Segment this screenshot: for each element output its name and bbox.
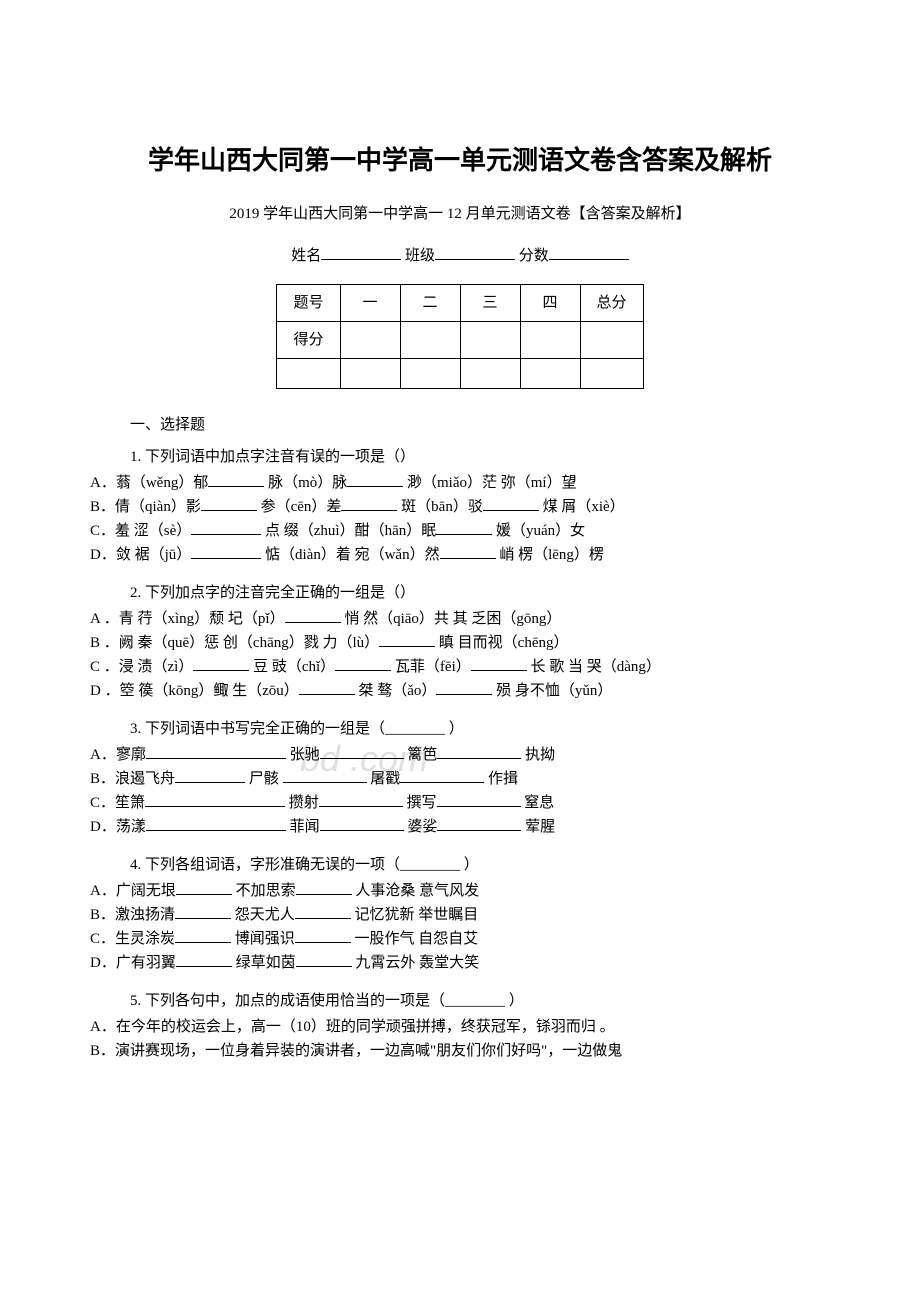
option-B: B．浪遏飞舟 尸骸 屠戳 作揖 <box>90 767 830 791</box>
subtitle: 2019 学年山西大同第一中学高一 12 月单元测语文卷【含答案及解析】 <box>90 202 830 226</box>
blank-line <box>191 521 261 535</box>
option-D: D．广有羽翼 绿草如茵 九霄云外 轰堂大笑 <box>90 951 830 975</box>
question-5: 5. 下列各句中，加点的成语使用恰当的一项是（________ ）A．在今年的校… <box>90 989 830 1063</box>
table-row: 得分 <box>277 321 643 358</box>
blank-line <box>440 545 496 559</box>
table-row: 题号 一 二 三 四 总分 <box>277 284 643 321</box>
option-A: A．寥廓 张驰 篱笆 执拗 <box>90 743 830 767</box>
blank-line <box>283 769 367 783</box>
blank-line <box>347 473 403 487</box>
table-row <box>277 358 643 388</box>
page-title: 学年山西大同第一中学高一单元测语文卷含答案及解析 <box>90 140 830 182</box>
blank-line <box>295 929 351 943</box>
blank-line <box>201 497 257 511</box>
blank-line <box>285 609 341 623</box>
cell-empty <box>460 358 520 388</box>
blank-line <box>146 817 286 831</box>
cell-empty <box>340 321 400 358</box>
name-label: 姓名 <box>291 248 321 264</box>
blank-line <box>341 497 397 511</box>
th-0: 题号 <box>277 284 340 321</box>
th-4: 四 <box>520 284 580 321</box>
question-3: 3. 下列词语中书写完全正确的一组是（________ ）A．寥廓 张驰 篱笆 … <box>90 717 830 839</box>
blank-line <box>335 657 391 671</box>
blank-line <box>175 769 245 783</box>
blank-line <box>299 681 355 695</box>
option-B: B．演讲赛现场，一位身着异装的演讲者，一边高喊"朋友们你们好吗"，一边做鬼 <box>90 1039 830 1063</box>
score-label: 分数 <box>519 248 549 264</box>
blank-line <box>320 745 404 759</box>
cell-empty <box>400 358 460 388</box>
cell-empty <box>460 321 520 358</box>
blank-line <box>400 769 484 783</box>
cell-empty <box>520 321 580 358</box>
blank-line <box>146 745 286 759</box>
blank-line <box>295 905 351 919</box>
cell-empty <box>400 321 460 358</box>
blank-line <box>208 473 264 487</box>
option-D: D ．箜 篌（kōng）鲰 生（zōu） 桀 骜（ǎo） 殒 身不恤（yǔn） <box>90 679 830 703</box>
section-title: 一、选择题 <box>130 413 830 437</box>
score-table: 题号 一 二 三 四 总分 得分 <box>276 284 643 389</box>
blank-line <box>471 657 527 671</box>
option-B: B．倩（qiàn）影 参（cēn）差 斑（bān）驳 煤 屑（xiè） <box>90 495 830 519</box>
class-label: 班级 <box>405 248 435 264</box>
option-A: A．在今年的校运会上，高一（10）班的同学顽强拼搏，终获冠军，铩羽而归 。 <box>90 1015 830 1039</box>
option-A: A．广阔无垠 不加思索 人事沧桑 意气风发 <box>90 879 830 903</box>
th-2: 二 <box>400 284 460 321</box>
score-blank <box>549 245 629 260</box>
blank-line <box>379 633 435 647</box>
document-content: 学年山西大同第一中学高一单元测语文卷含答案及解析 2019 学年山西大同第一中学… <box>90 140 830 1063</box>
blank-line <box>319 793 403 807</box>
question-2: 2. 下列加点字的注音完全正确的一组是（）A ．青 荇（xìng）颓 圮（pǐ）… <box>90 581 830 703</box>
cell-empty <box>580 358 643 388</box>
question-4: 4. 下列各组词语，字形准确无误的一项（________ ）A．广阔无垠 不加思… <box>90 853 830 975</box>
questions-container: 1. 下列词语中加点字注音有误的一项是（）A．蓊（wěng）郁 脉（mò）脉 渺… <box>90 445 830 1063</box>
th-5: 总分 <box>580 284 643 321</box>
question-1: 1. 下列词语中加点字注音有误的一项是（）A．蓊（wěng）郁 脉（mò）脉 渺… <box>90 445 830 567</box>
row2-label: 得分 <box>277 321 340 358</box>
blank-line <box>175 929 231 943</box>
question-stem: 4. 下列各组词语，字形准确无误的一项（________ ） <box>130 853 830 877</box>
blank-line <box>145 793 285 807</box>
question-stem: 5. 下列各句中，加点的成语使用恰当的一项是（________ ） <box>130 989 830 1013</box>
question-stem: 3. 下列词语中书写完全正确的一组是（________ ） <box>130 717 830 741</box>
blank-line <box>193 657 249 671</box>
option-A: A ．青 荇（xìng）颓 圮（pǐ） 悄 然（qiāo）共 其 乏困（gōng… <box>90 607 830 631</box>
th-3: 三 <box>460 284 520 321</box>
cell-empty <box>580 321 643 358</box>
cell-empty <box>277 358 340 388</box>
blank-line <box>320 817 404 831</box>
option-B: B ．阙 秦（quē）惩 创（chāng）戮 力（lù） 瞋 目而视（chēng… <box>90 631 830 655</box>
blank-line <box>436 521 492 535</box>
cell-empty <box>520 358 580 388</box>
option-C: C．生灵涂炭 博闻强识 一股作气 自怨自艾 <box>90 927 830 951</box>
option-D: D．敛 裾（jū） 惦（diàn）着 宛（wǎn）然 峭 楞（lēng）楞 <box>90 543 830 567</box>
blank-line <box>437 793 521 807</box>
blank-line <box>437 817 521 831</box>
blank-line <box>296 953 352 967</box>
blank-line <box>191 545 261 559</box>
option-C: C．羞 涩（sè） 点 缀（zhuì）酣（hān）眠 媛（yuán）女 <box>90 519 830 543</box>
option-A: A．蓊（wěng）郁 脉（mò）脉 渺（miǎo）茫 弥（mí）望 <box>90 471 830 495</box>
option-C: C．笙箫 攒射 撰写 窒息 <box>90 791 830 815</box>
option-C: C ．浸 渍（zì） 豆 豉（chǐ） 瓦菲（fēi） 长 歌 当 哭（dàng… <box>90 655 830 679</box>
blank-line <box>437 745 521 759</box>
blank-line <box>175 905 231 919</box>
th-1: 一 <box>340 284 400 321</box>
option-B: B．激浊扬清 怨天尤人 记忆犹新 举世瞩目 <box>90 903 830 927</box>
blank-line <box>176 953 232 967</box>
class-blank <box>435 245 515 260</box>
cell-empty <box>340 358 400 388</box>
blank-line <box>436 681 492 695</box>
name-blank <box>321 245 401 260</box>
name-row: 姓名 班级 分数 <box>90 244 830 268</box>
question-stem: 2. 下列加点字的注音完全正确的一组是（） <box>130 581 830 605</box>
blank-line <box>483 497 539 511</box>
blank-line <box>176 881 232 895</box>
blank-line <box>296 881 352 895</box>
question-stem: 1. 下列词语中加点字注音有误的一项是（） <box>130 445 830 469</box>
option-D: D．荡漾 菲闻 婆娑 荤腥 <box>90 815 830 839</box>
